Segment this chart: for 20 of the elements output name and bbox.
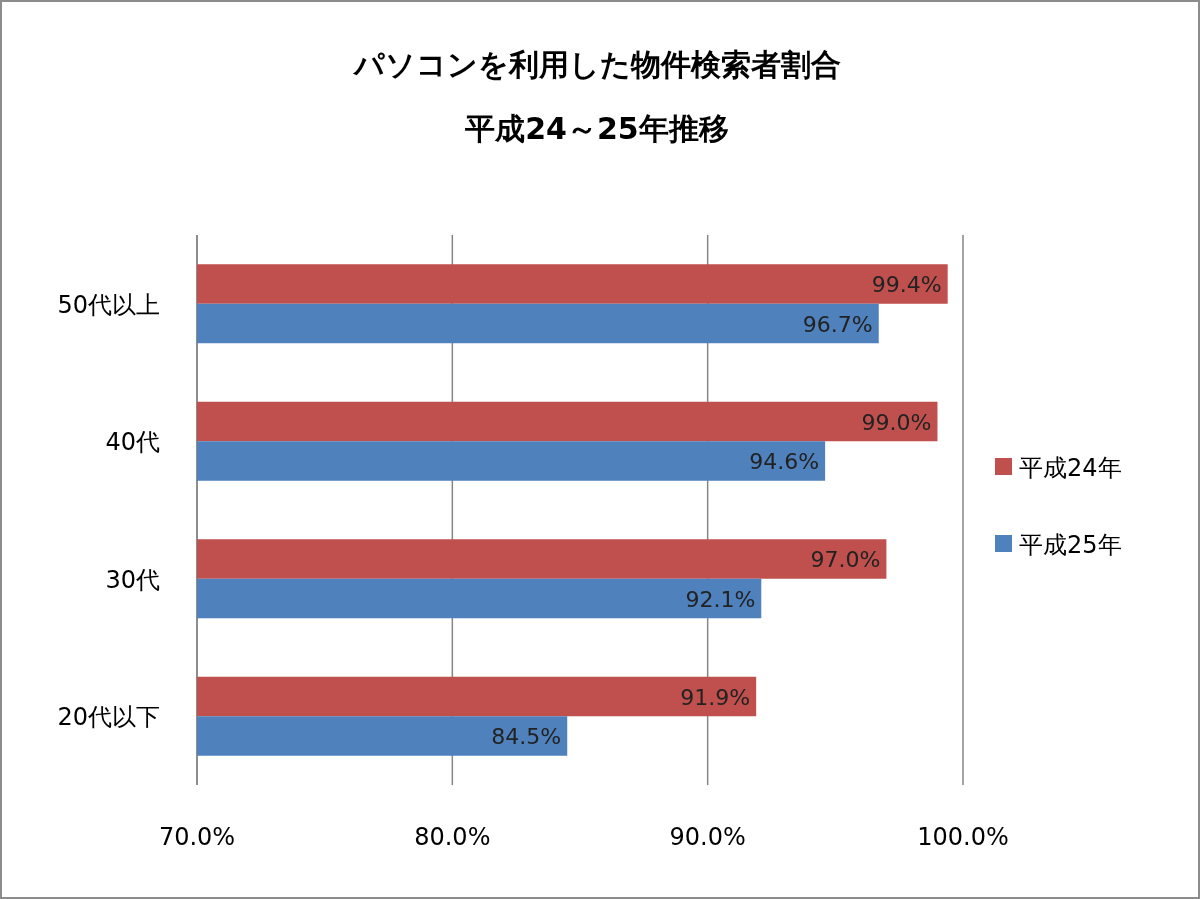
y-tick-label: 30代 xyxy=(105,565,160,594)
chart-subtitle: 平成24～25年推移 xyxy=(464,111,729,146)
y-tick-label: 20代以下 xyxy=(57,703,160,732)
x-tick-label: 100.0% xyxy=(917,823,1009,851)
data-label: 84.5% xyxy=(491,724,562,749)
legend-label: 平成25年 xyxy=(1019,531,1122,559)
x-tick-label: 70.0% xyxy=(158,823,236,851)
data-label: 99.0% xyxy=(861,409,932,435)
x-tick-label: 90.0% xyxy=(669,823,746,851)
legend-label: 平成24年 xyxy=(1019,454,1122,482)
data-label: 97.0% xyxy=(810,547,881,572)
y-tick-label: 40代 xyxy=(105,428,160,457)
y-tick-label: 50代以上 xyxy=(57,290,160,319)
data-label: 99.4% xyxy=(871,272,942,297)
data-label: 94.6% xyxy=(749,449,820,474)
x-tick-label: 80.0% xyxy=(414,823,491,851)
data-label: 96.7% xyxy=(802,311,873,337)
data-label: 92.1% xyxy=(685,586,756,612)
chart-title: パソコンを利用した物件検索者割合 xyxy=(351,47,841,82)
data-label: 91.9% xyxy=(680,684,751,710)
